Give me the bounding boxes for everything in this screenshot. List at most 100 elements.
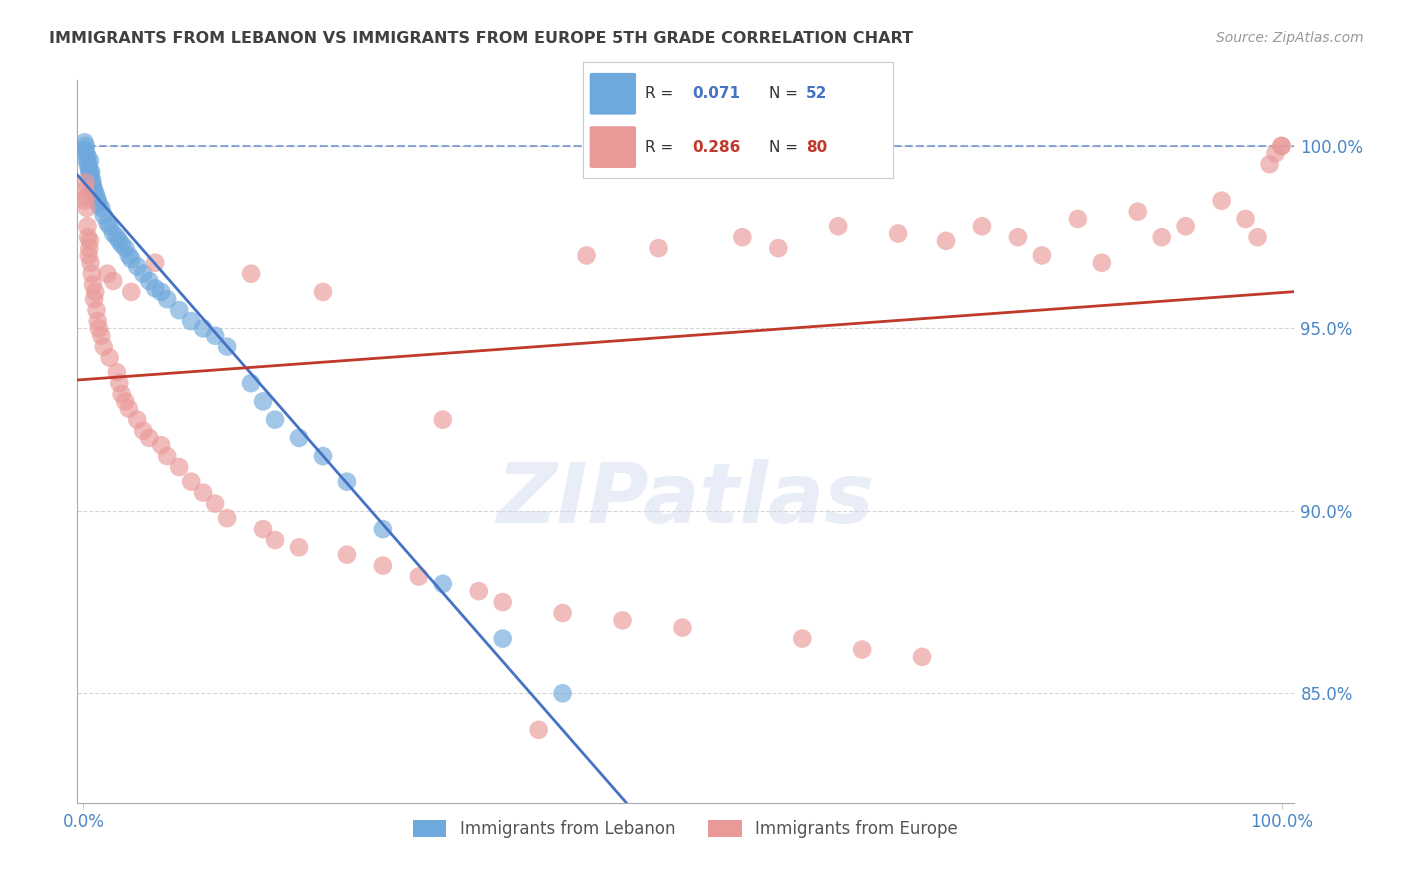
Point [252,394,274,409]
Point [87,321,110,335]
Text: Source: ZipAtlas.com: Source: ZipAtlas.com [1216,31,1364,45]
Point [120,252,142,266]
Point [79,153,101,168]
Point [79,256,101,270]
Point [731,230,754,244]
Point [82,277,104,292]
Point [127,260,149,274]
Point [180,314,202,328]
Point [527,723,550,737]
Point [105,365,128,379]
Point [935,234,957,248]
Point [103,274,125,288]
Point [1067,211,1090,226]
Point [127,412,149,426]
Point [83,183,105,197]
Point [79,168,101,182]
Text: R =: R = [645,139,679,154]
Point [79,234,101,248]
FancyBboxPatch shape [589,73,636,114]
Point [408,569,430,583]
Point [96,267,118,281]
Point [80,164,103,178]
Point [84,285,107,299]
Point [1150,230,1173,244]
Point [551,686,574,700]
Point [86,194,108,208]
Point [143,256,166,270]
Point [612,613,634,627]
Point [970,219,993,234]
Text: R =: R = [645,87,679,102]
Point [73,194,96,208]
Point [150,438,173,452]
Point [108,376,131,391]
Point [75,143,97,157]
Point [105,230,128,244]
Text: 80: 80 [806,139,828,154]
Text: ZIPatlas: ZIPatlas [496,458,875,540]
Point [93,340,115,354]
Point [75,176,97,190]
Point [1258,157,1281,171]
Point [1126,204,1149,219]
Point [768,241,790,255]
Point [98,351,121,365]
Point [204,328,226,343]
Point [1007,230,1029,244]
Point [118,401,141,416]
Point [204,497,226,511]
Point [75,190,97,204]
Point [1270,139,1292,153]
Point [1246,230,1268,244]
Point [288,541,311,555]
Point [167,460,190,475]
Point [647,241,669,255]
Point [98,219,121,234]
Point [1270,139,1292,153]
Point [312,449,335,463]
Point [111,387,134,401]
Point [86,314,108,328]
Point [73,136,96,150]
Point [75,146,97,161]
Point [76,153,98,168]
Point [138,274,160,288]
Point [114,394,136,409]
Point [93,208,115,222]
Point [77,161,100,175]
Point [492,595,515,609]
Point [191,485,214,500]
Point [108,234,131,248]
Point [1174,219,1197,234]
Point [76,219,98,234]
Point [90,201,112,215]
Text: N =: N = [769,139,803,154]
Point [180,475,202,489]
Point [217,511,239,525]
Point [84,186,107,201]
Point [851,642,873,657]
Point [264,533,287,547]
Point [432,577,454,591]
Point [76,150,98,164]
Point [671,621,693,635]
Point [312,285,335,299]
Point [138,431,160,445]
Point [80,171,103,186]
Point [132,267,155,281]
Point [96,216,118,230]
Point [86,303,108,318]
Point [432,412,454,426]
Point [252,522,274,536]
Point [111,237,134,252]
Point [83,292,105,306]
Point [77,230,100,244]
Point [911,649,934,664]
Point [191,321,214,335]
Point [132,424,155,438]
Point [371,522,394,536]
Point [1211,194,1233,208]
Point [87,197,110,211]
Point [143,281,166,295]
